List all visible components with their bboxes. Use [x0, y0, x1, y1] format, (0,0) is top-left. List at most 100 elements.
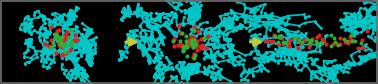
- Point: [53, 38, 59, 39]
- Point: [264, 40, 270, 42]
- Point: [194, 40, 200, 42]
- Point: [192, 43, 198, 45]
- Point: [349, 40, 355, 42]
- Point: [301, 39, 307, 40]
- Point: [54, 30, 60, 31]
- Point: [186, 40, 192, 41]
- Point: [193, 44, 199, 45]
- Point: [42, 43, 48, 45]
- Point: [69, 45, 75, 46]
- Point: [267, 40, 273, 42]
- Point: [277, 36, 283, 37]
- Point: [59, 55, 65, 56]
- Point: [64, 32, 70, 33]
- Point: [66, 36, 72, 38]
- Point: [355, 47, 361, 48]
- Point: [278, 38, 284, 39]
- Point: [187, 41, 194, 42]
- Point: [177, 44, 183, 46]
- Point: [177, 32, 183, 34]
- Point: [201, 38, 208, 39]
- Point: [54, 34, 60, 36]
- Point: [57, 38, 63, 40]
- Point: [181, 48, 187, 49]
- Point: [74, 40, 80, 41]
- Point: [198, 46, 204, 47]
- Point: [345, 42, 351, 44]
- Point: [358, 42, 364, 44]
- Point: [186, 44, 192, 45]
- Point: [349, 39, 355, 41]
- Point: [203, 47, 209, 49]
- Point: [183, 36, 189, 37]
- Point: [172, 45, 178, 47]
- Point: [280, 42, 286, 43]
- Point: [58, 37, 64, 38]
- Point: [337, 37, 343, 39]
- Point: [71, 40, 77, 41]
- Point: [262, 40, 268, 42]
- Point: [190, 47, 196, 48]
- Point: [48, 46, 54, 48]
- Point: [331, 37, 337, 39]
- Point: [320, 40, 326, 41]
- Point: [179, 44, 185, 45]
- Point: [57, 38, 63, 39]
- Point: [183, 40, 189, 41]
- Point: [191, 27, 197, 28]
- Point: [313, 42, 319, 44]
- Point: [58, 43, 64, 45]
- Point: [57, 43, 63, 44]
- Point: [313, 36, 319, 37]
- Point: [180, 46, 186, 48]
- Point: [176, 25, 182, 27]
- Point: [184, 55, 191, 56]
- Point: [280, 44, 287, 45]
- Point: [276, 36, 282, 37]
- Point: [327, 46, 333, 47]
- Point: [335, 45, 341, 46]
- Point: [175, 44, 181, 46]
- Point: [189, 41, 195, 43]
- Point: [63, 52, 69, 54]
- Point: [347, 37, 353, 38]
- Point: [48, 27, 54, 28]
- Point: [308, 39, 314, 41]
- Point: [190, 46, 196, 47]
- Point: [275, 41, 281, 43]
- Point: [189, 44, 195, 45]
- Point: [56, 42, 62, 44]
- Point: [299, 42, 305, 43]
- Point: [56, 29, 62, 30]
- Point: [187, 43, 193, 45]
- Point: [191, 38, 197, 39]
- Point: [336, 43, 342, 44]
- Point: [295, 47, 301, 48]
- Point: [291, 37, 297, 39]
- Point: [52, 38, 58, 39]
- Point: [330, 43, 336, 44]
- Point: [62, 34, 68, 36]
- Point: [48, 46, 54, 48]
- Point: [171, 38, 177, 40]
- Point: [184, 47, 190, 48]
- Point: [314, 42, 320, 43]
- Point: [286, 46, 292, 47]
- Point: [189, 39, 195, 40]
- Point: [68, 42, 74, 43]
- Point: [295, 38, 301, 40]
- Point: [347, 40, 353, 41]
- Point: [180, 50, 186, 51]
- Point: [58, 42, 64, 44]
- Point: [195, 30, 201, 32]
- Point: [342, 42, 348, 43]
- Point: [50, 42, 56, 44]
- Point: [271, 34, 277, 35]
- Point: [198, 38, 204, 39]
- Point: [191, 39, 197, 40]
- Point: [57, 42, 64, 43]
- Point: [68, 41, 74, 43]
- Point: [53, 52, 59, 53]
- Point: [275, 43, 281, 44]
- Point: [197, 46, 203, 47]
